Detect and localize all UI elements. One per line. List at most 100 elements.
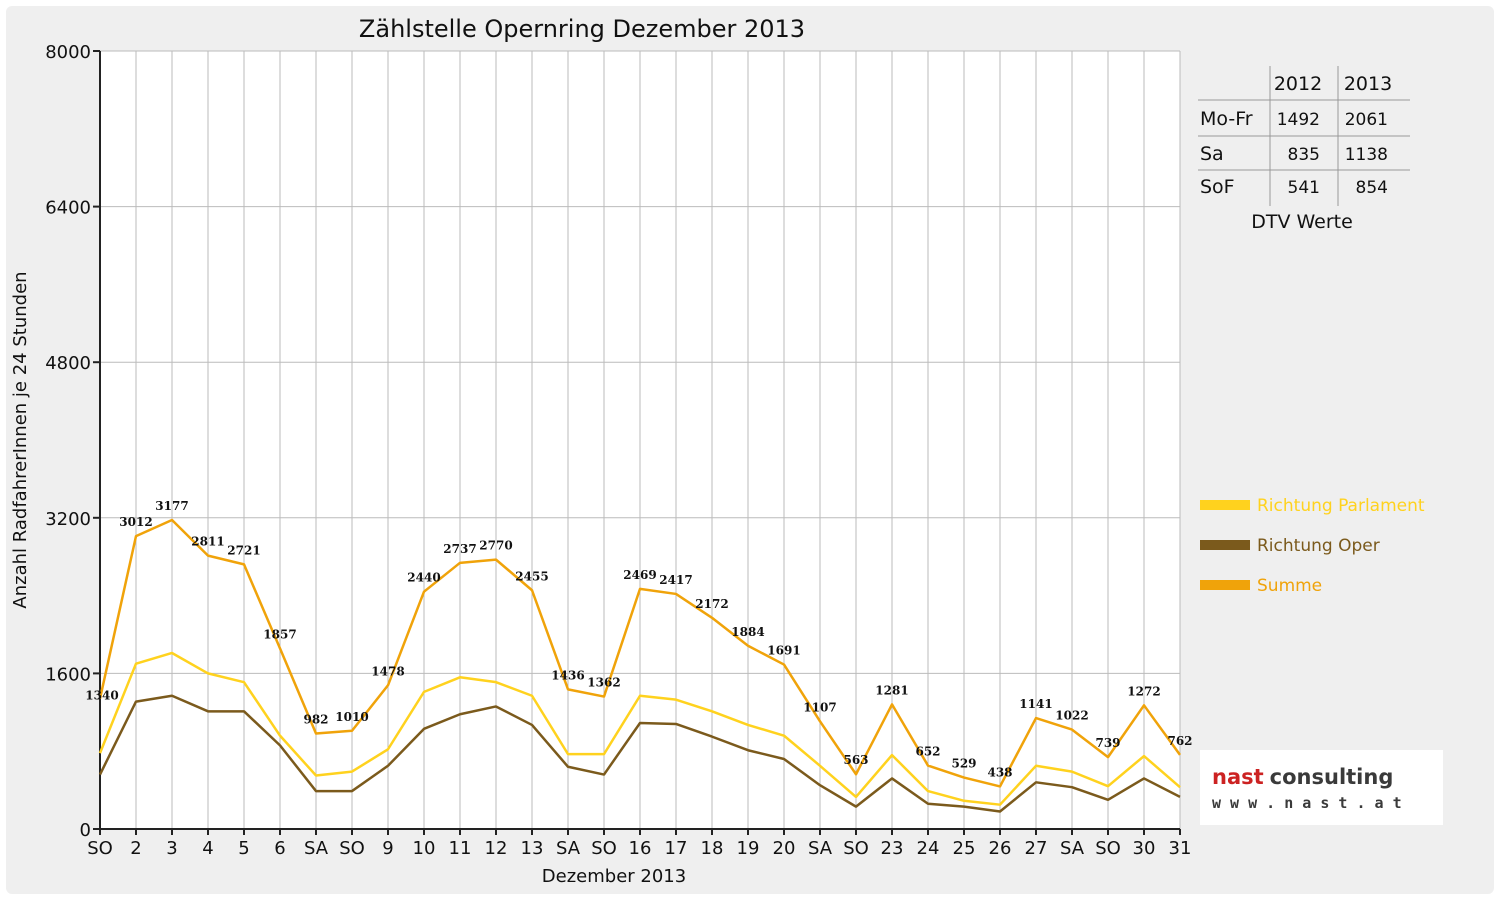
data-label: 2417 — [659, 573, 692, 587]
x-tick-label: SA — [808, 838, 833, 859]
y-tick-label: 8000 — [45, 42, 91, 63]
chart-title: Zählstelle Opernring Dezember 2013 — [359, 15, 805, 43]
dtv-table: 2012 2013 Mo-Fr 1492 2061 Sa 835 1138 So… — [1198, 66, 1410, 233]
data-label: 3012 — [119, 515, 152, 529]
data-label: 2737 — [443, 542, 476, 556]
x-tick-label: 27 — [1025, 838, 1048, 859]
x-tick-label: 24 — [917, 838, 940, 859]
legend-swatch — [1200, 500, 1250, 510]
data-label: 982 — [303, 713, 328, 727]
logo-url: w w w . n a s t . a t — [1212, 794, 1402, 812]
dtv-value: 2061 — [1345, 110, 1388, 130]
dtv-header-2012: 2012 — [1274, 73, 1322, 95]
dtv-row-label: Mo-Fr — [1200, 108, 1253, 130]
data-label: 2770 — [479, 539, 512, 553]
x-tick-label: 13 — [521, 838, 544, 859]
dtv-value: 835 — [1288, 145, 1320, 165]
dtv-value: 1138 — [1345, 145, 1388, 165]
x-tick-label: 23 — [881, 838, 904, 859]
dtv-header-2013: 2013 — [1344, 73, 1392, 95]
data-label: 2469 — [623, 568, 656, 582]
y-tick-label: 4800 — [45, 353, 91, 374]
data-label: 1478 — [371, 664, 404, 678]
data-label: 1141 — [1019, 697, 1052, 711]
x-tick-label: 19 — [737, 838, 760, 859]
data-label: 3177 — [155, 499, 188, 513]
data-label: 1022 — [1055, 709, 1088, 723]
data-label: 438 — [987, 765, 1012, 779]
series-line — [98, 694, 1181, 813]
series-line — [98, 651, 1181, 806]
legend-swatch — [1200, 540, 1250, 550]
data-label: 1107 — [803, 700, 836, 714]
x-tick-label: 2 — [130, 838, 141, 859]
y-axis-label: Anzahl RadfahrerInnen je 24 Stunden — [10, 271, 31, 608]
dtv-value: 1492 — [1277, 110, 1320, 130]
x-tick-label: SA — [304, 838, 329, 859]
data-label: 2455 — [515, 569, 548, 583]
legend-swatch — [1200, 580, 1250, 590]
x-tick-label: 31 — [1169, 838, 1192, 859]
data-label: 1857 — [263, 627, 296, 641]
x-tick-label: SO — [87, 838, 113, 859]
data-label: 1436 — [551, 668, 584, 682]
dtv-value: 541 — [1288, 178, 1320, 198]
y-ticks: 0 1600 3200 4800 6400 8000 — [45, 42, 100, 841]
x-tick-label: 3 — [166, 838, 177, 859]
x-axis-label: Dezember 2013 — [542, 866, 686, 887]
data-label: 762 — [1167, 734, 1192, 748]
x-tick-label: SO — [1095, 838, 1121, 859]
series-lines — [98, 518, 1182, 813]
data-label: 739 — [1095, 736, 1120, 750]
x-tick-label: 10 — [413, 838, 436, 859]
dtv-caption: DTV Werte — [1251, 211, 1353, 233]
logo-text: nast consulting — [1212, 765, 1393, 789]
data-label: 1691 — [767, 644, 800, 658]
x-tick-label: 4 — [202, 838, 213, 859]
series-line — [98, 518, 1182, 788]
y-tick-label: 6400 — [45, 198, 91, 219]
dtv-value: 854 — [1356, 178, 1388, 198]
x-tick-label: 9 — [382, 838, 393, 859]
data-label: 529 — [951, 757, 976, 771]
data-label: 1340 — [85, 689, 118, 703]
x-tick-label: 5 — [238, 838, 249, 859]
x-tick-label: 17 — [665, 838, 688, 859]
x-tick-label: 26 — [989, 838, 1012, 859]
data-label: 1884 — [731, 625, 764, 639]
data-label: 652 — [915, 745, 940, 759]
data-label: 1010 — [335, 710, 368, 724]
data-label: 2811 — [191, 535, 224, 549]
x-tick-label: 12 — [485, 838, 508, 859]
legend: Richtung Parlament Richtung Oper Summe — [1200, 496, 1425, 596]
company-logo: nast consulting w w w . n a s t . a t — [1200, 750, 1443, 825]
data-label: 563 — [843, 753, 868, 767]
x-tick-label: SO — [591, 838, 617, 859]
dtv-row-label: SoF — [1200, 176, 1235, 198]
data-label: 2440 — [407, 571, 440, 585]
x-tick-label: SA — [1060, 838, 1085, 859]
y-tick-label: 0 — [80, 820, 91, 841]
dtv-row-label: Sa — [1200, 143, 1224, 165]
x-tick-label: 16 — [629, 838, 652, 859]
x-tick-label: 11 — [449, 838, 472, 859]
data-label: 2172 — [695, 597, 728, 611]
legend-label: Richtung Parlament — [1257, 496, 1425, 516]
data-label: 2721 — [227, 543, 260, 557]
x-tick-label: 30 — [1133, 838, 1156, 859]
data-label: 1362 — [587, 676, 620, 690]
legend-label: Richtung Oper — [1257, 536, 1380, 556]
x-tick-label: SO — [339, 838, 365, 859]
x-tick-label: 25 — [953, 838, 976, 859]
data-label: 1281 — [875, 683, 908, 697]
legend-label: Summe — [1257, 576, 1322, 596]
x-tick-label: 18 — [701, 838, 724, 859]
x-ticks: SO 2 3 4 5 6 SA SO 9 10 11 12 13 SA SO 16 17 18 19 20 SA SO 23… — [87, 829, 1191, 859]
x-tick-label: 20 — [773, 838, 796, 859]
y-tick-label: 1600 — [45, 664, 91, 685]
data-label: 1272 — [1127, 684, 1160, 698]
x-tick-label: SA — [556, 838, 581, 859]
x-tick-label: SO — [843, 838, 869, 859]
